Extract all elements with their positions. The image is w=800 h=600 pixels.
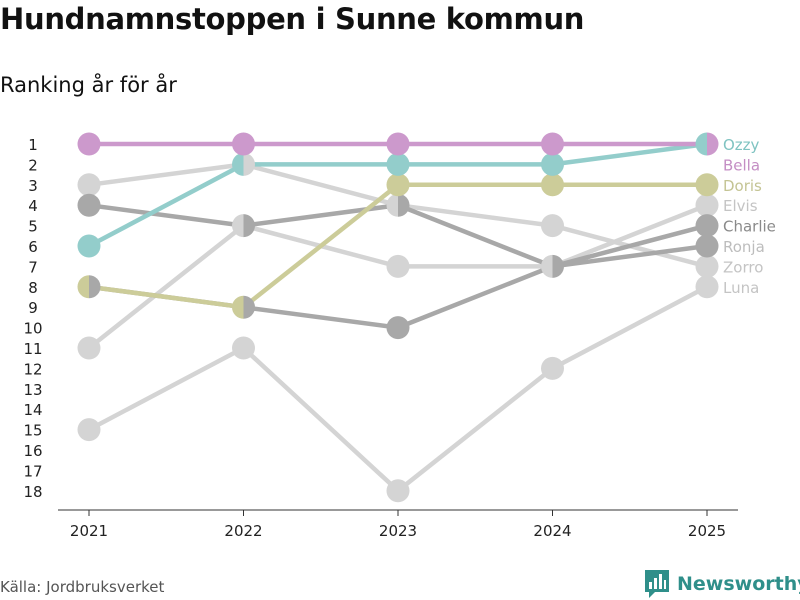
point-luna bbox=[386, 479, 410, 503]
point-ozzy bbox=[541, 152, 564, 176]
series-label-bella: Bella bbox=[723, 156, 760, 174]
point-doris bbox=[695, 173, 719, 197]
point-ozzy bbox=[232, 152, 244, 176]
point-doris bbox=[77, 275, 89, 299]
point-ozzy bbox=[695, 132, 707, 156]
series-label-ronja: Ronja bbox=[723, 238, 765, 256]
y-tick-label: 12 bbox=[23, 360, 42, 378]
series-label-charlie: Charlie bbox=[723, 218, 776, 236]
point-ronja bbox=[77, 193, 101, 217]
series-labels: Ozzy Bella Doris Elvis Charlie Ronja Zorro Luna bbox=[723, 136, 776, 297]
series-label-elvis: Elvis bbox=[723, 197, 758, 215]
y-tick-label: 7 bbox=[28, 258, 38, 276]
y-tick-label: 10 bbox=[23, 320, 42, 338]
brand-name: Newsworthy bbox=[677, 573, 800, 595]
point-doris bbox=[386, 173, 410, 197]
y-tick-label: 17 bbox=[23, 462, 42, 480]
x-tick-label: 2025 bbox=[688, 522, 726, 540]
point-zorro bbox=[243, 152, 256, 176]
point-elvis bbox=[386, 254, 410, 278]
point-charlie bbox=[695, 214, 719, 238]
newsworthy-logo[interactable]: Newsworthy bbox=[645, 570, 800, 598]
point-bella bbox=[386, 132, 410, 156]
point-bella bbox=[707, 132, 719, 156]
y-tick-label: 6 bbox=[28, 238, 38, 256]
chart-subtitle: Ranking år för år bbox=[0, 73, 177, 97]
x-tick-label: 2024 bbox=[533, 522, 571, 540]
point-charlie bbox=[386, 316, 410, 340]
series-label-zorro: Zorro bbox=[723, 258, 763, 276]
point-zorro bbox=[77, 173, 101, 197]
point-luna bbox=[77, 418, 101, 442]
point-ronja bbox=[552, 254, 564, 278]
y-tick-label: 18 bbox=[23, 483, 42, 501]
y-tick-label: 11 bbox=[23, 340, 42, 358]
point-elvis bbox=[232, 214, 244, 238]
point-ozzy bbox=[386, 152, 410, 176]
chart-title: Hundnamnstoppen i Sunne kommun bbox=[0, 2, 585, 36]
x-tick-label: 2022 bbox=[224, 522, 262, 540]
y-tick-label: 5 bbox=[28, 218, 38, 236]
point-ozzy bbox=[77, 234, 101, 258]
point-luna bbox=[232, 336, 255, 360]
y-tick-label: 1 bbox=[28, 136, 38, 154]
series-label-luna: Luna bbox=[723, 279, 759, 297]
point-ronja bbox=[695, 234, 719, 258]
point-luna bbox=[541, 356, 564, 380]
y-tick-label: 4 bbox=[28, 197, 38, 215]
point-bella bbox=[232, 132, 255, 156]
point-zorro bbox=[541, 214, 564, 238]
series-label-ozzy: Ozzy bbox=[723, 136, 760, 154]
y-tick-label: 3 bbox=[28, 177, 38, 195]
x-tick-label: 2023 bbox=[379, 522, 417, 540]
point-doris bbox=[541, 173, 564, 197]
y-tick-label: 14 bbox=[23, 401, 42, 419]
y-tick-label: 15 bbox=[23, 422, 42, 440]
point-luna bbox=[695, 275, 719, 299]
point-doris bbox=[232, 295, 244, 319]
source-note: Källa: Jordbruksverket bbox=[0, 578, 165, 596]
point-charlie bbox=[243, 295, 256, 319]
point-elvis bbox=[541, 254, 553, 278]
y-tick-label: 13 bbox=[23, 381, 42, 399]
point-ronja bbox=[243, 214, 256, 238]
point-ronja bbox=[398, 193, 410, 217]
x-tick-label: 2021 bbox=[70, 522, 108, 540]
point-elvis bbox=[695, 193, 719, 217]
point-elvis bbox=[77, 336, 101, 360]
point-zorro bbox=[695, 254, 719, 278]
point-charlie bbox=[89, 275, 101, 299]
point-zorro bbox=[386, 193, 398, 217]
y-tick-label: 9 bbox=[28, 299, 38, 317]
newsworthy-icon bbox=[645, 570, 669, 598]
y-tick-label: 8 bbox=[28, 279, 38, 297]
point-bella bbox=[541, 132, 564, 156]
series-markers bbox=[77, 132, 719, 503]
point-bella bbox=[77, 132, 101, 156]
series-label-doris: Doris bbox=[723, 177, 762, 195]
y-tick-label: 16 bbox=[23, 442, 42, 460]
axes: 2021 2022 2023 2024 202512345678910111213141… bbox=[23, 136, 738, 540]
y-tick-label: 2 bbox=[28, 156, 38, 174]
